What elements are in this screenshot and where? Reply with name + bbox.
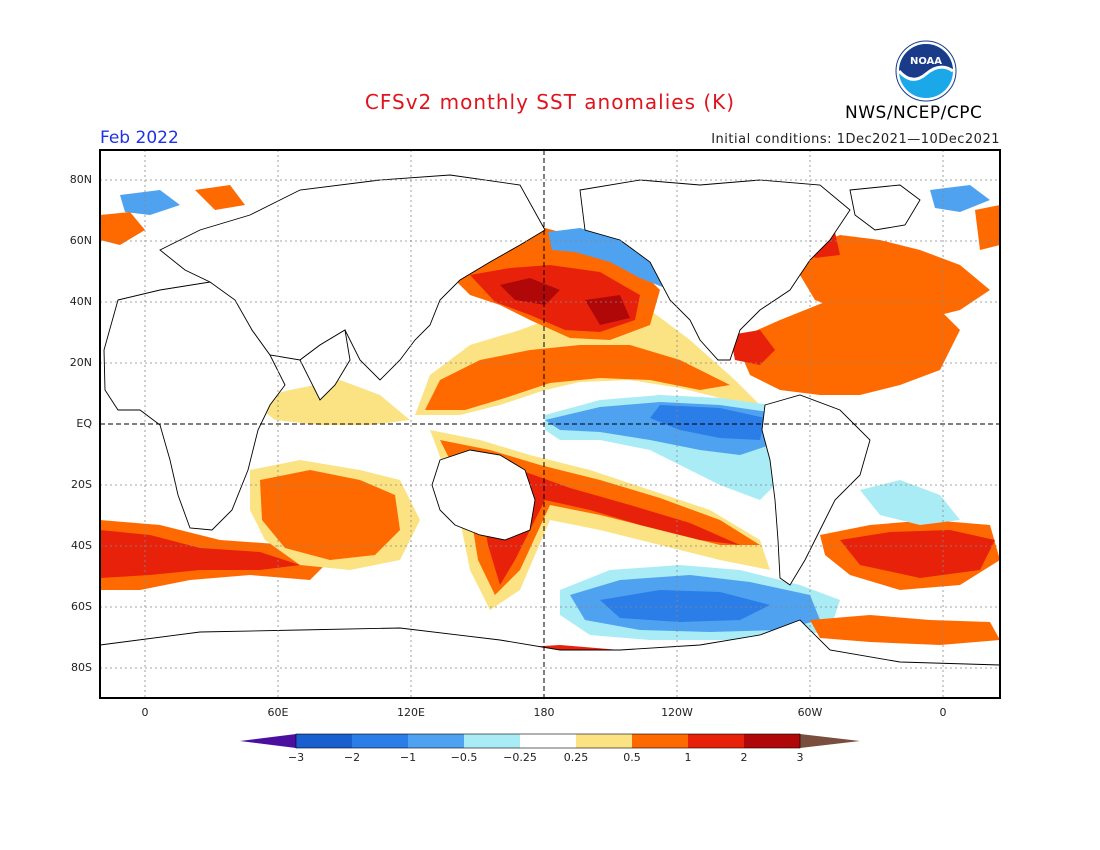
lat-label: 20N [69, 356, 92, 369]
colorbar-segment [352, 734, 408, 748]
colorbar-label: 2 [740, 751, 748, 764]
colorbar-label: −1 [399, 751, 417, 764]
colorbar-label: 0.25 [563, 751, 589, 764]
lon-label: 120E [397, 706, 425, 719]
colorbar-segment [464, 734, 520, 748]
lat-label: 20S [71, 478, 92, 491]
lon-label: 120W [661, 706, 693, 719]
map-frame [99, 149, 1001, 699]
colorbar-segment [408, 734, 464, 748]
colorbar-segment [576, 734, 632, 748]
noaa-logo-text: NOAA [910, 56, 942, 67]
lon-label: 0 [141, 706, 149, 719]
organization-label: NWS/NCEP/CPC [845, 103, 983, 123]
colorbar-segment [520, 734, 576, 748]
lon-label: 60E [267, 706, 289, 719]
colorbar-label: −0.5 [450, 751, 478, 764]
lat-label: EQ [76, 417, 92, 430]
lat-label: 80S [71, 661, 92, 674]
colorbar-left-arrow [240, 734, 296, 748]
colorbar-segment [296, 734, 352, 748]
colorbar-segment [632, 734, 688, 748]
lat-label: 80N [69, 173, 92, 186]
colorbar [240, 733, 860, 749]
colorbar-label: 0.5 [623, 751, 641, 764]
colorbar-label: −0.25 [503, 751, 537, 764]
lon-label: 0 [939, 706, 947, 719]
colorbar-label: 1 [684, 751, 692, 764]
coastlines [100, 174, 1000, 698]
colorbar-label: −2 [343, 751, 361, 764]
lat-label: 40S [71, 539, 92, 552]
lat-label: 60N [69, 234, 92, 247]
colorbar-segment [744, 734, 800, 748]
colorbar-label: 3 [796, 751, 804, 764]
lon-label: 60W [797, 706, 823, 719]
map-title: CFSv2 monthly SST anomalies (K) [364, 90, 736, 114]
colorbar-right-arrow [800, 734, 860, 748]
lon-label: 180 [533, 706, 555, 719]
initial-conditions: Initial conditions: 1Dec2021—10Dec2021 [711, 132, 1000, 147]
graticule [100, 150, 1000, 698]
noaa-logo-icon: NOAA [895, 40, 957, 102]
lat-label: 40N [69, 295, 92, 308]
forecast-month: Feb 2022 [100, 128, 179, 148]
lat-label: 60S [71, 600, 92, 613]
colorbar-label: −3 [287, 751, 305, 764]
colorbar-segment [688, 734, 744, 748]
